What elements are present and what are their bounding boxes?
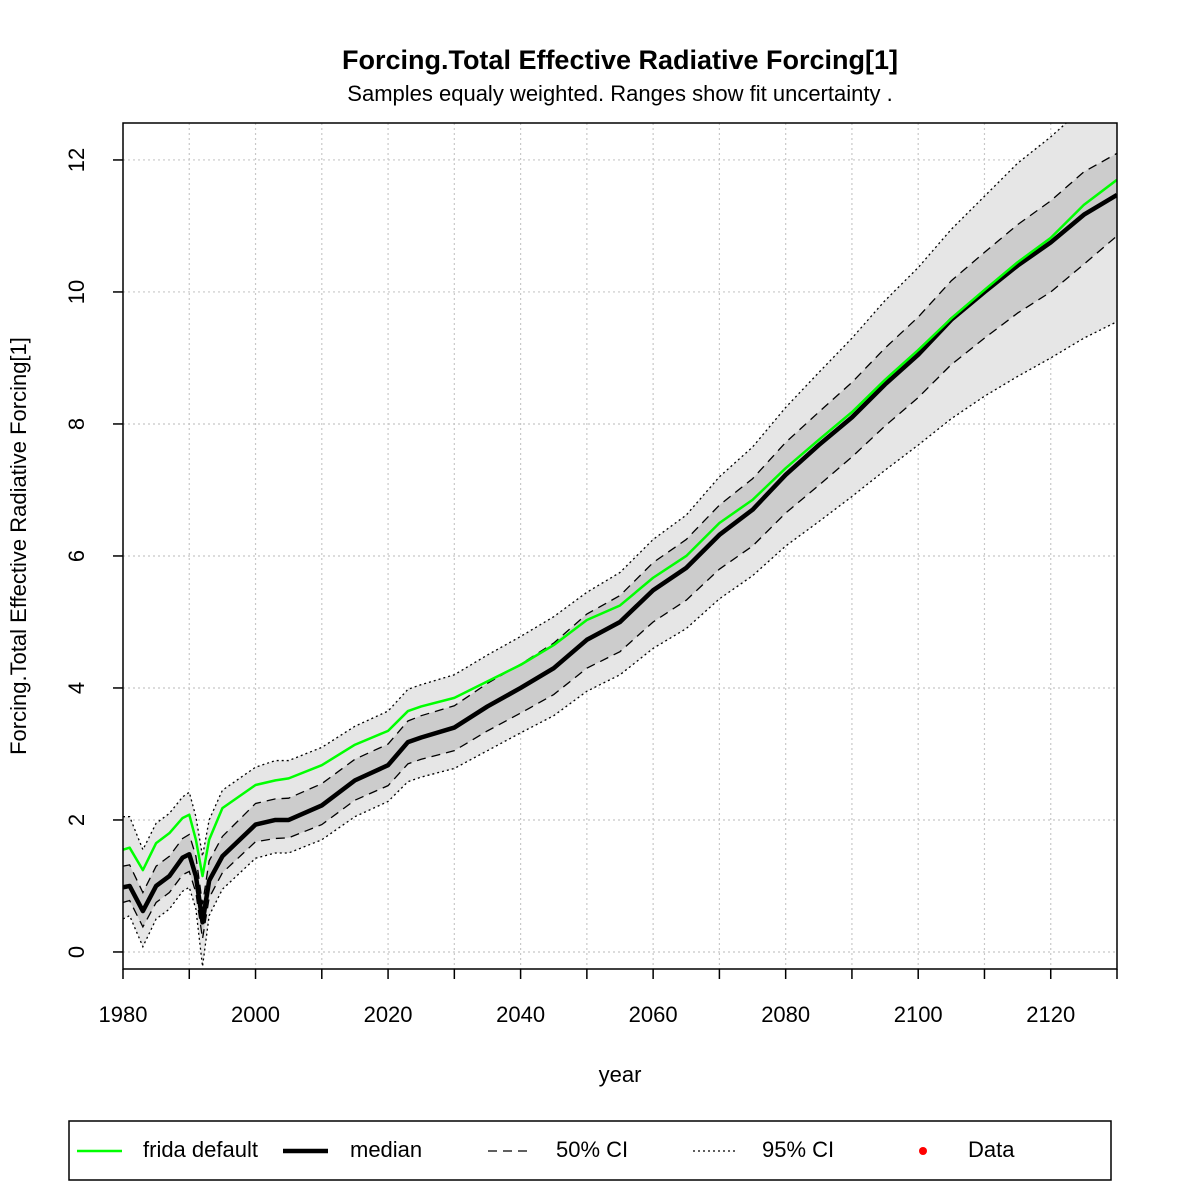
x-axis-label: year xyxy=(599,1062,642,1087)
ci-line xyxy=(123,235,1117,939)
ci-line xyxy=(123,123,1068,857)
x-tick-label: 2040 xyxy=(496,1002,545,1027)
y-tick-label: 6 xyxy=(64,550,89,562)
legend-label: 50% CI xyxy=(556,1137,628,1162)
ci-line xyxy=(123,152,1117,905)
legend-box xyxy=(68,1120,1112,1181)
x-tick-label: 2060 xyxy=(629,1002,678,1027)
x-tick-label: 2080 xyxy=(761,1002,810,1027)
x-tick-label: 2120 xyxy=(1026,1002,1075,1027)
legend-label: Data xyxy=(968,1137,1015,1162)
y-tick-label: 4 xyxy=(64,682,89,694)
x-tick-label: 1980 xyxy=(99,1002,148,1027)
series-line xyxy=(123,178,1117,878)
x-tick-label: 2020 xyxy=(364,1002,413,1027)
x-tick-label: 2100 xyxy=(894,1002,943,1027)
plot-area xyxy=(123,123,1117,969)
legend-label: 95% CI xyxy=(762,1137,834,1162)
y-tick-label: 0 xyxy=(64,946,89,958)
legend-label: median xyxy=(350,1137,422,1162)
legend-label: frida default xyxy=(143,1137,258,1162)
y-tick-label: 8 xyxy=(64,418,89,430)
x-tick-label: 2000 xyxy=(231,1002,280,1027)
chart-title: Forcing.Total Effective Radiative Forcin… xyxy=(342,45,898,75)
series-line xyxy=(123,193,1117,925)
chart-subtitle: Samples equaly weighted. Ranges show fit… xyxy=(347,81,892,106)
y-tick-label: 12 xyxy=(64,148,89,172)
legend-swatch xyxy=(919,1147,927,1155)
y-tick-label: 10 xyxy=(64,280,89,304)
y-axis-label: Forcing.Total Effective Radiative Forcin… xyxy=(6,337,31,755)
plot-frame xyxy=(122,122,1118,970)
y-tick-label: 2 xyxy=(64,814,89,826)
ci-line xyxy=(123,321,1117,967)
